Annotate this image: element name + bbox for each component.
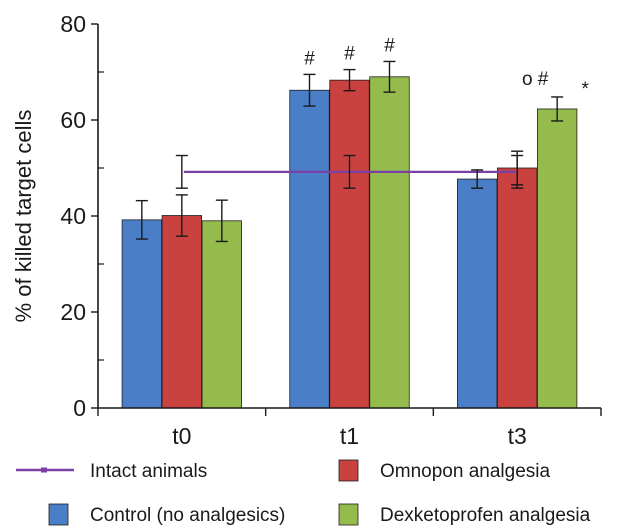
y-tick-label-20: 20 bbox=[60, 299, 86, 325]
legend-line-marker bbox=[41, 467, 47, 473]
annotation-3: o # bbox=[522, 69, 549, 90]
legend-label-3: Dexketoprofen analgesia bbox=[380, 505, 591, 526]
legend-label-2: Control (no analgesics) bbox=[90, 505, 285, 526]
y-tick-label-0: 0 bbox=[73, 395, 86, 421]
annotation-2: # bbox=[384, 35, 395, 56]
annotation-4: * bbox=[581, 79, 589, 100]
annotation-0: # bbox=[304, 48, 315, 69]
x-tick-label-t3: t3 bbox=[508, 423, 527, 449]
bar-t3-series-1 bbox=[497, 167, 538, 409]
bar-t0-series-2 bbox=[201, 220, 242, 409]
legend-label-intact: Intact animals bbox=[90, 461, 207, 482]
legend-swatch-3 bbox=[338, 503, 359, 526]
legend-label-1: Omnopon analgesia bbox=[380, 461, 550, 482]
bar-t0-series-1 bbox=[161, 215, 202, 409]
y-axis-label: % of killed target cells bbox=[11, 110, 36, 323]
bar-t1-series-1 bbox=[329, 79, 370, 409]
bar-t0-series-0 bbox=[121, 219, 162, 409]
bar-t3-series-2 bbox=[537, 108, 578, 409]
bar-t1-series-2 bbox=[369, 76, 410, 409]
legend-swatch-1 bbox=[338, 459, 359, 482]
annotation-1: # bbox=[344, 44, 355, 65]
y-tick-label-80: 80 bbox=[60, 11, 86, 37]
bar-t3-series-0 bbox=[457, 178, 498, 409]
bar-t1-series-0 bbox=[289, 89, 330, 409]
y-tick-label-40: 40 bbox=[60, 203, 86, 229]
y-tick-label-60: 60 bbox=[60, 107, 86, 133]
x-tick-label-t0: t0 bbox=[172, 423, 191, 449]
x-tick-label-t1: t1 bbox=[340, 423, 359, 449]
legend-swatch-2 bbox=[48, 503, 69, 526]
